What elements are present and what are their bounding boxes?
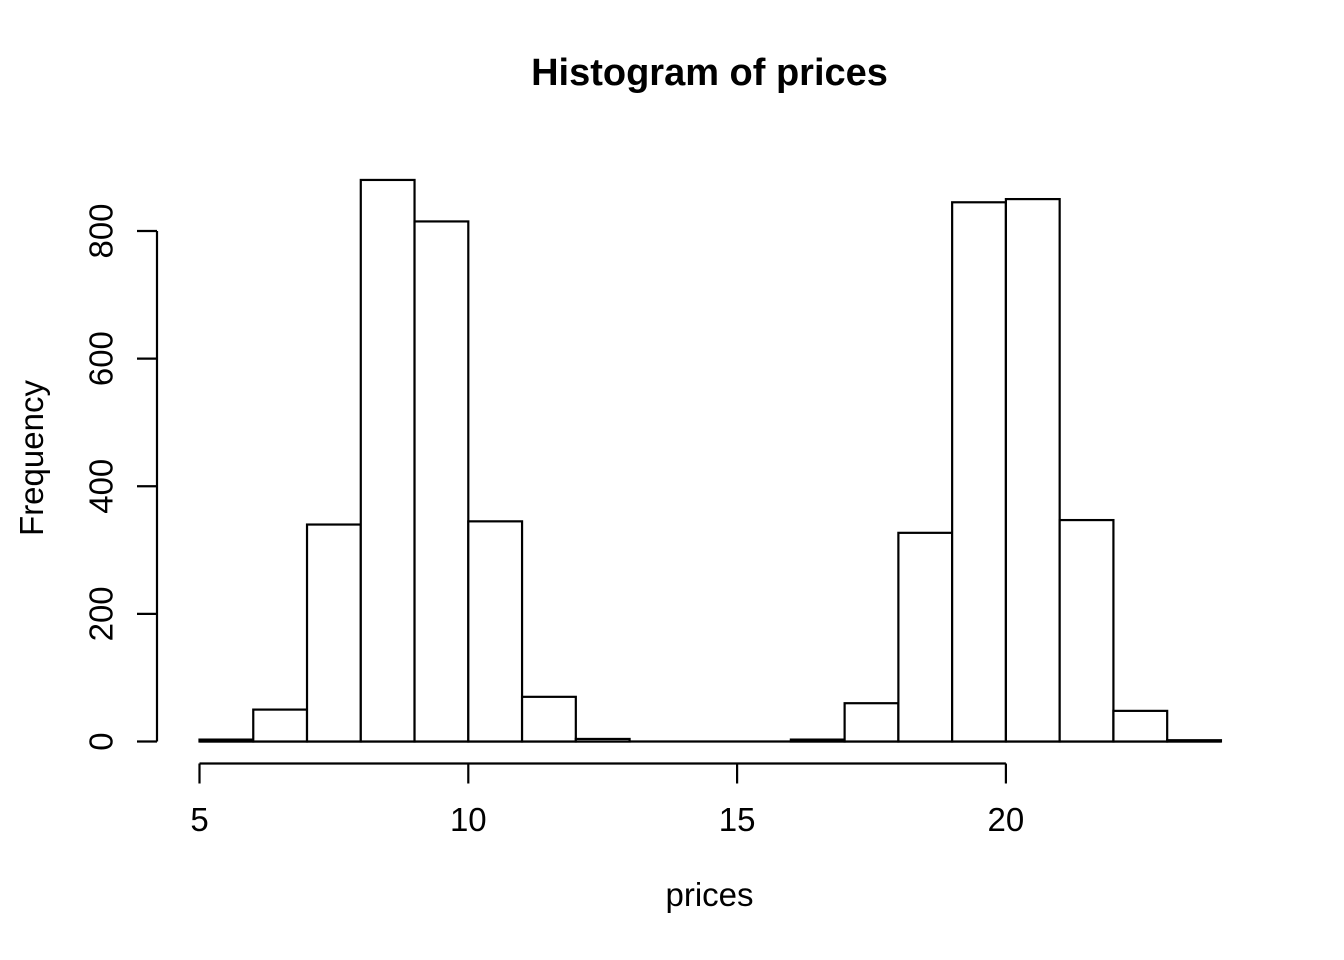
x-tick-label: 10	[450, 801, 487, 838]
histogram-bar	[520, 695, 577, 743]
y-tick-label: 0	[83, 732, 120, 750]
histogram-bar	[305, 523, 362, 743]
histogram-bar	[951, 201, 1008, 743]
histogram-bar	[1058, 518, 1115, 743]
y-axis-label: Frequency	[13, 380, 50, 536]
x-tick-label: 5	[190, 801, 208, 838]
x-axis-label: prices	[665, 876, 754, 913]
x-tick-label: 15	[719, 801, 756, 838]
histogram-bar	[843, 702, 900, 743]
histogram-bar	[359, 178, 416, 743]
histogram-bar	[789, 738, 846, 743]
y-tick-label: 400	[83, 459, 120, 514]
histogram-bar	[897, 531, 954, 743]
histogram-bar	[413, 220, 470, 743]
y-tick-label: 200	[83, 586, 120, 641]
histogram-bar	[1112, 709, 1169, 743]
histogram-bar	[198, 738, 255, 743]
histogram-bar	[1004, 197, 1061, 743]
y-tick-label: 800	[83, 203, 120, 258]
y-tick-label: 600	[83, 331, 120, 386]
histogram-bar	[252, 708, 309, 743]
histogram-bar	[574, 737, 631, 743]
chart-title: Histogram of prices	[531, 52, 888, 94]
x-tick-label: 20	[988, 801, 1025, 838]
histogram-bar	[1166, 739, 1223, 743]
histogram-bar	[467, 520, 524, 743]
